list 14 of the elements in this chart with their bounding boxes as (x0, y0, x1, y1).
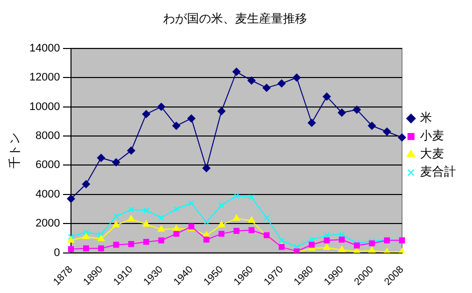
y-tick-label: 6000 (36, 159, 60, 172)
y-tick-label: 10000 (29, 100, 60, 113)
y-tick-label: 0 (54, 246, 60, 259)
y-axis-title: 千トン (8, 132, 22, 169)
y-tick-label: 4000 (36, 188, 60, 200)
y-tick-label: 12000 (29, 72, 60, 84)
legend-label: 小麦 (420, 128, 444, 143)
legend-label: 麦合計 (420, 164, 456, 179)
y-tick-label: 14000 (29, 42, 60, 54)
legend-label: 大麦 (420, 146, 444, 161)
chart-title: わが国の米、麦生産量推移 (163, 11, 307, 26)
y-tick-label: 2000 (36, 218, 60, 230)
legend-label: 米 (420, 110, 432, 125)
y-tick-label: 8000 (36, 130, 60, 142)
